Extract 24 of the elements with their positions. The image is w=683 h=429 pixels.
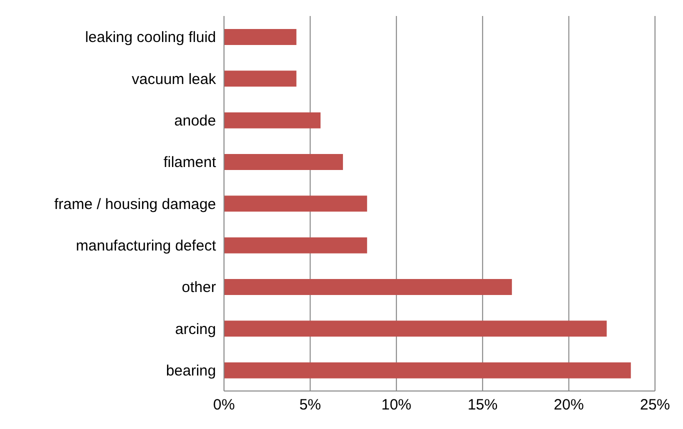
x-tick-label: 25% [640,396,670,414]
bar [224,279,512,295]
y-tick-label: filament [163,154,217,172]
x-tick-label: 0% [213,396,235,414]
bar [224,70,296,87]
bar [224,237,368,254]
y-tick-label: anode [174,112,216,130]
y-tick-label: arcing [175,320,216,338]
x-tick-label: 15% [468,396,498,414]
y-tick-label: other [182,279,216,296]
y-tick-label: manufacturing defect [76,237,217,254]
y-tick-label: vacuum leak [132,70,216,88]
bar [224,154,343,170]
y-tick-label: leaking cooling fluid [85,29,216,46]
x-tick-label: 5% [299,396,322,414]
bar [224,112,321,128]
y-tick-label: frame / housing damage [54,196,216,213]
bar [224,29,296,45]
y-tick-label: bearing [166,362,216,380]
bar [224,362,631,378]
x-tick-label: 20% [554,396,584,414]
x-tick-label: 10% [381,396,412,414]
bar [224,320,607,337]
bar [224,196,368,212]
